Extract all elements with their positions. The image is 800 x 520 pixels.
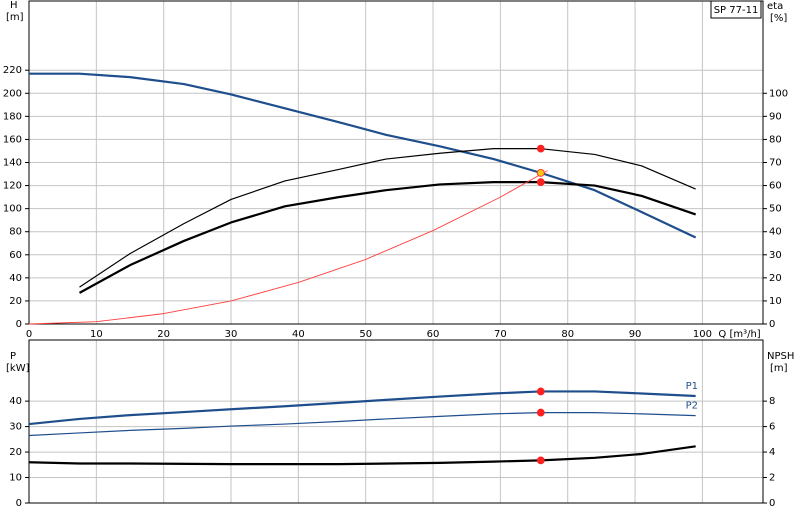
y2-tick-label: 40 — [769, 227, 782, 238]
y-tick-label: 80 — [9, 227, 22, 238]
operating-point — [536, 387, 545, 396]
x-tick-label: 60 — [427, 329, 440, 340]
y2-tick-label: 4 — [769, 447, 775, 458]
y-tick-label: 200 — [3, 88, 22, 99]
y2-tick-label: 70 — [769, 158, 782, 169]
operating-point — [536, 456, 545, 465]
x-tick-label: 0 — [26, 329, 32, 340]
y-tick-label: 30 — [9, 422, 22, 433]
y-tick-label: 100 — [3, 204, 22, 215]
y-tick-label: 180 — [3, 111, 22, 122]
y-axis-unit: [kW] — [6, 363, 30, 374]
y-tick-label: 160 — [3, 134, 22, 145]
curve — [29, 72, 697, 239]
y-axis-unit: [m] — [6, 12, 24, 23]
plot-area — [29, 340, 763, 503]
y-tick-label: 140 — [3, 158, 22, 169]
x-tick-label: 70 — [494, 329, 507, 340]
y-tick-label: 40 — [9, 396, 22, 407]
y-tick-label: 120 — [3, 181, 22, 192]
plot-frame — [28, 0, 764, 325]
y-tick-label: 220 — [3, 65, 22, 76]
y2-tick-label: 0 — [769, 498, 775, 509]
y-tick-label: 40 — [9, 273, 22, 284]
plot-frame — [28, 339, 764, 504]
y-axis-title: H — [10, 0, 18, 11]
y2-tick-label: 20 — [769, 273, 782, 284]
model-label: SP 77-11 — [714, 5, 759, 16]
x-tick-label: 80 — [561, 329, 574, 340]
y2-axis-unit: [%] — [770, 13, 787, 24]
y2-axis-unit: [m] — [770, 363, 788, 374]
y2-tick-label: 10 — [769, 296, 782, 307]
curve — [28, 411, 696, 437]
y-axis-title: P — [10, 351, 16, 362]
y2-tick-label: 50 — [769, 204, 782, 215]
y2-tick-label: 90 — [769, 111, 782, 122]
curve — [28, 445, 696, 466]
y-tick-label: 10 — [9, 473, 22, 484]
curve — [28, 390, 696, 426]
x-tick-label: 100 — [693, 329, 712, 340]
curve — [78, 181, 697, 294]
y2-tick-label: 80 — [769, 134, 782, 145]
y-tick-label: 0 — [16, 498, 22, 509]
y2-tick-label: 100 — [769, 88, 788, 99]
curve — [28, 170, 548, 325]
y2-tick-label: 6 — [769, 422, 775, 433]
y-tick-label: 20 — [9, 447, 22, 458]
y2-tick-label: 30 — [769, 250, 782, 261]
y-tick-label: 60 — [9, 250, 22, 261]
y2-axis-title: eta — [767, 1, 783, 12]
y2-tick-label: 0 — [769, 319, 775, 330]
x-tick-label: 90 — [629, 329, 642, 340]
curve — [79, 148, 696, 288]
curve-label: P1 — [686, 381, 698, 392]
y-tick-label: 0 — [16, 319, 22, 330]
x-tick-label: 40 — [292, 329, 305, 340]
y-tick-label: 20 — [9, 296, 22, 307]
model-box — [710, 0, 762, 19]
operating-point — [536, 168, 545, 177]
operating-point — [536, 178, 545, 187]
operating-point — [536, 144, 545, 153]
y2-axis-title: NPSH — [767, 351, 794, 362]
x-tick-label: 50 — [359, 329, 372, 340]
x-tick-label: 20 — [157, 329, 170, 340]
y2-tick-label: 60 — [769, 181, 782, 192]
x-tick-label: 30 — [225, 329, 238, 340]
curve-label: P2 — [686, 401, 698, 412]
y2-tick-label: 8 — [769, 396, 775, 407]
operating-point — [536, 408, 545, 417]
x-tick-label: 10 — [90, 329, 103, 340]
x-axis-title: Q [m³/h] — [718, 329, 760, 340]
y2-tick-label: 2 — [769, 473, 775, 484]
